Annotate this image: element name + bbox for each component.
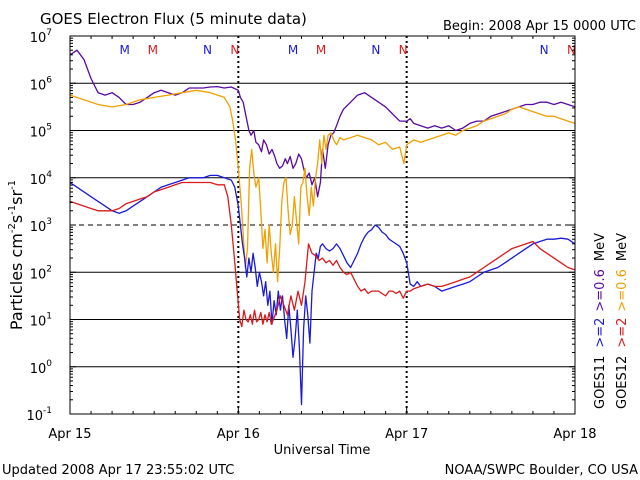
marker-label: M bbox=[148, 43, 158, 57]
y-tick-label-base: 10 bbox=[30, 173, 47, 188]
series-line-0 bbox=[69, 49, 576, 198]
y-axis-label-mid1: s bbox=[7, 215, 26, 223]
y-tick-label-base: 10 bbox=[30, 31, 47, 46]
y-tick-label-exp: 2 bbox=[46, 264, 52, 274]
y-tick-label-base: 10 bbox=[30, 315, 47, 330]
legend-goes11: GOES11 >=2 >=0.6 MeV bbox=[593, 233, 608, 409]
source-credit: NOAA/SWPC Boulder, CO USA bbox=[445, 463, 638, 478]
legend-goes12-06mev: >=0.6 bbox=[615, 269, 630, 311]
legend-goes11-unit: MeV bbox=[593, 233, 608, 261]
y-tick-label-exp: 5 bbox=[46, 123, 52, 133]
y-axis-label-mid2: sr bbox=[7, 190, 26, 205]
y-axis-label-sup1: -2 bbox=[7, 223, 18, 233]
marker-label: M bbox=[288, 43, 298, 57]
y-tick-label: 104 bbox=[30, 170, 53, 188]
y-tick-label: 103 bbox=[30, 217, 52, 235]
x-axis-label: Universal Time bbox=[274, 443, 371, 458]
marker-label: N bbox=[371, 43, 380, 57]
y-tick-label: 106 bbox=[30, 75, 53, 93]
marker-label: M bbox=[316, 43, 326, 57]
series-line-3 bbox=[69, 181, 576, 328]
x-tick-label: Apr 17 bbox=[385, 427, 428, 442]
x-tick-label: Apr 15 bbox=[48, 427, 91, 442]
gridlines bbox=[70, 36, 575, 414]
marker-label: N bbox=[203, 43, 212, 57]
legend-goes12: GOES12 >=2 >=0.6 MeV bbox=[615, 233, 630, 409]
y-tick-label-exp: 3 bbox=[46, 217, 52, 227]
y-tick-label-base: 10 bbox=[30, 126, 47, 141]
marker-label: N bbox=[399, 43, 408, 57]
y-axis-label-sup2: -1 bbox=[7, 205, 18, 215]
y-tick-label-exp: -1 bbox=[43, 406, 52, 416]
y-tick-label: 101 bbox=[30, 312, 52, 330]
y-tick-label: 10-1 bbox=[26, 406, 52, 424]
legend-goes12-2mev: >=2 bbox=[615, 318, 630, 348]
legend-goes11-2mev: >=2 bbox=[593, 318, 608, 348]
legend-goes11-06mev: >=0.6 bbox=[593, 269, 608, 311]
y-tick-label-base: 10 bbox=[26, 409, 43, 424]
y-tick-label-base: 10 bbox=[30, 267, 47, 282]
y-tick-label: 105 bbox=[30, 123, 52, 141]
legend-goes11-label: GOES11 bbox=[593, 356, 608, 409]
marker-label: M bbox=[120, 43, 130, 57]
y-tick-label-base: 10 bbox=[30, 220, 47, 235]
marker-label: N bbox=[540, 43, 549, 57]
chart-title: GOES Electron Flux (5 minute data) bbox=[40, 10, 307, 28]
right-legend: GOES11 >=2 >=0.6 MeV GOES12 >=2 >=0.6 MeV bbox=[593, 233, 630, 409]
y-tick-label: 107 bbox=[30, 28, 52, 46]
y-tick-label-exp: 4 bbox=[46, 170, 52, 180]
y-tick-label-base: 10 bbox=[30, 362, 47, 377]
series-lines bbox=[69, 49, 576, 406]
y-axis-label-main: Particles cm bbox=[7, 233, 26, 330]
y-tick-label-exp: 1 bbox=[46, 312, 52, 322]
series-line-1 bbox=[69, 89, 576, 283]
y-tick-label-base: 10 bbox=[30, 78, 47, 93]
y-tick-label-exp: 6 bbox=[46, 75, 52, 85]
updated-timestamp: Updated 2008 Apr 17 23:55:02 UTC bbox=[2, 463, 234, 478]
begin-label: Begin: 2008 Apr 15 0000 UTC bbox=[443, 19, 636, 34]
y-axis-label: Particles cm-2s-1sr-1 bbox=[7, 180, 26, 330]
y-tick-label: 100 bbox=[30, 359, 53, 377]
legend-goes12-label: GOES12 bbox=[615, 356, 630, 409]
y-tick-label-exp: 7 bbox=[46, 28, 52, 38]
x-tick-label: Apr 16 bbox=[217, 427, 260, 442]
legend-goes12-unit: MeV bbox=[615, 233, 630, 261]
y-axis-label-sup3: -1 bbox=[7, 180, 18, 190]
marker-label: N bbox=[230, 43, 239, 57]
series-line-2 bbox=[69, 174, 576, 406]
y-tick-label: 102 bbox=[30, 264, 52, 282]
y-tick-label-exp: 0 bbox=[46, 359, 52, 369]
marker-label: N bbox=[567, 43, 576, 57]
x-tick-label: Apr 18 bbox=[553, 427, 596, 442]
